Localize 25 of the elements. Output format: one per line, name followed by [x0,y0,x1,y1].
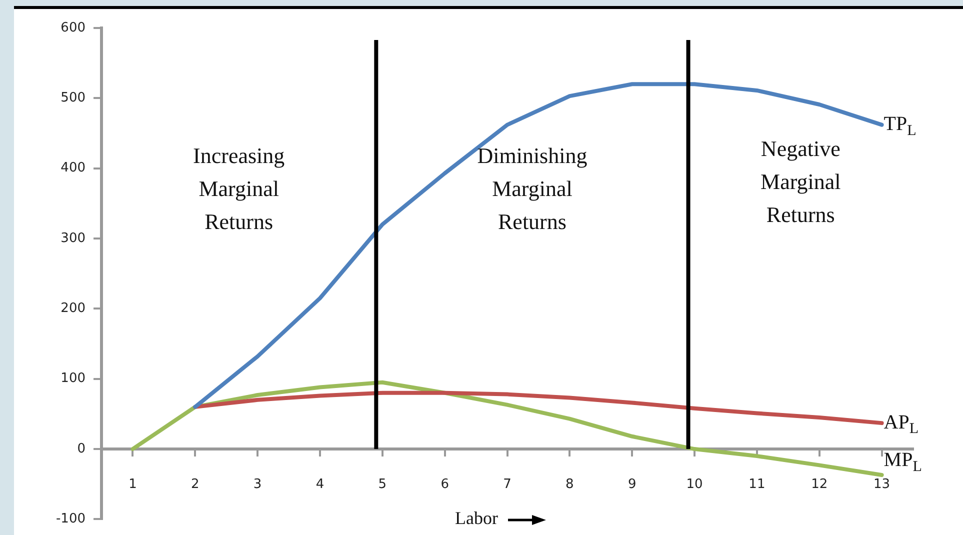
x-tick-label: 11 [748,477,766,492]
y-tick-label: 0 [77,441,86,456]
y-tick-label: 400 [60,160,86,176]
x-axis-title: Labor [455,508,498,528]
x-tick-label: 2 [190,477,200,492]
x-tick-label: 12 [811,477,828,492]
x-tick-label: 9 [628,477,636,492]
x-tick-label: 5 [378,477,387,492]
x-tick-label: 7 [503,477,512,492]
y-tick-label: -100 [56,512,86,527]
x-tick-label: 4 [316,477,324,492]
x-tick-label: 1 [128,477,137,492]
y-tick-label: 200 [60,301,86,316]
y-tick-label: 500 [60,90,86,106]
y-tick-label: 600 [60,20,86,36]
x-tick-label: 6 [440,477,449,492]
y-tick-label: 300 [60,230,86,246]
x-tick-label: 8 [566,477,574,492]
annotation: Negative Marginal Returns [760,136,841,227]
y-tick-label: 100 [60,371,86,386]
x-tick-label: 13 [874,477,890,492]
annotation: Diminishing Marginal Returns [477,142,588,234]
annotation: Increasing Marginal Returns [193,142,285,234]
x-tick-label: 3 [253,477,262,492]
x-tick-label: 10 [686,477,703,492]
